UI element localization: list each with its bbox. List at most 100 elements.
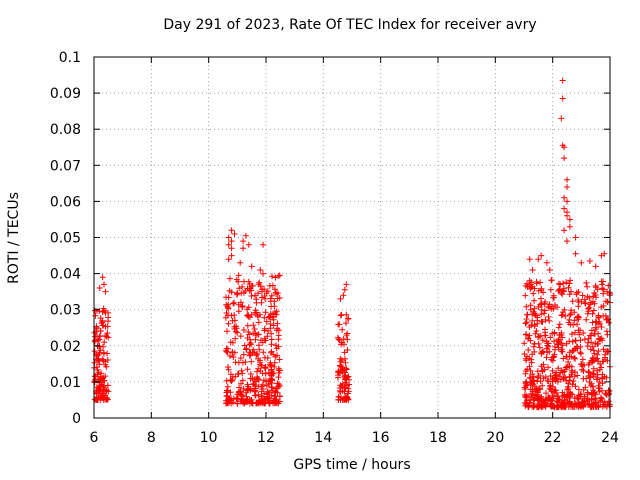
data-point bbox=[336, 370, 343, 377]
data-point bbox=[547, 334, 554, 341]
data-point bbox=[235, 278, 242, 285]
data-point bbox=[237, 388, 244, 395]
data-point bbox=[272, 274, 279, 281]
data-point bbox=[590, 365, 597, 372]
data-point bbox=[524, 311, 531, 318]
data-point bbox=[591, 350, 598, 357]
data-point bbox=[104, 394, 110, 401]
y-tick-label: 0.05 bbox=[50, 231, 81, 247]
data-point bbox=[594, 286, 601, 293]
data-point bbox=[244, 322, 251, 329]
data-point bbox=[228, 227, 235, 234]
data-point bbox=[229, 349, 236, 355]
y-tick-label: 0.06 bbox=[50, 194, 81, 210]
data-point bbox=[580, 368, 587, 374]
data-point bbox=[578, 361, 584, 368]
data-point bbox=[542, 332, 548, 339]
data-point bbox=[559, 311, 566, 318]
data-point bbox=[247, 371, 254, 377]
data-point bbox=[567, 398, 573, 405]
data-point bbox=[559, 393, 566, 399]
data-point bbox=[345, 373, 352, 380]
data-point bbox=[263, 318, 270, 325]
data-point bbox=[564, 399, 571, 406]
data-point bbox=[91, 348, 98, 355]
data-point bbox=[570, 347, 577, 354]
data-point bbox=[592, 263, 599, 270]
data-point bbox=[566, 363, 573, 369]
data-point bbox=[528, 356, 535, 363]
data-point bbox=[342, 359, 349, 366]
y-tick-label: 0.07 bbox=[50, 158, 81, 174]
data-point bbox=[227, 353, 233, 359]
data-point bbox=[98, 370, 105, 377]
data-point bbox=[561, 194, 568, 201]
data-point bbox=[603, 298, 609, 305]
grid bbox=[94, 57, 610, 418]
data-point bbox=[252, 336, 259, 343]
data-point bbox=[228, 252, 235, 259]
data-point bbox=[526, 256, 533, 263]
data-point bbox=[564, 386, 571, 393]
data-point bbox=[99, 308, 106, 315]
data-point bbox=[555, 324, 562, 331]
data-point bbox=[556, 321, 563, 328]
data-point bbox=[535, 396, 542, 403]
data-point bbox=[593, 294, 599, 301]
data-point bbox=[575, 297, 582, 303]
data-point bbox=[590, 355, 597, 362]
y-tick-label: 0.09 bbox=[50, 86, 81, 102]
data-point bbox=[585, 369, 592, 376]
data-point bbox=[275, 336, 282, 343]
data-point bbox=[248, 263, 255, 270]
data-point bbox=[223, 301, 230, 308]
data-point bbox=[242, 288, 249, 294]
data-point bbox=[340, 336, 347, 342]
data-point bbox=[584, 310, 591, 317]
data-point bbox=[228, 312, 235, 319]
data-point bbox=[568, 288, 574, 295]
data-point bbox=[94, 371, 101, 378]
data-point bbox=[538, 311, 545, 318]
data-point bbox=[603, 403, 610, 410]
data-point bbox=[229, 317, 236, 324]
data-point bbox=[536, 402, 543, 409]
data-point bbox=[233, 395, 240, 402]
data-point bbox=[569, 298, 576, 305]
data-point bbox=[599, 375, 605, 382]
data-point bbox=[96, 285, 103, 291]
data-point bbox=[539, 368, 546, 375]
data-point bbox=[238, 392, 245, 399]
chart-title: Day 291 of 2023, Rate Of TEC Index for r… bbox=[163, 17, 537, 33]
data-point bbox=[591, 300, 598, 307]
data-point bbox=[531, 392, 538, 399]
y-tick-label: 0.01 bbox=[50, 375, 81, 391]
data-point bbox=[530, 373, 537, 380]
data-point bbox=[263, 290, 270, 297]
data-point bbox=[584, 398, 591, 405]
data-point bbox=[564, 176, 570, 183]
data-point bbox=[557, 376, 564, 383]
data-point bbox=[248, 358, 255, 365]
data-point bbox=[254, 368, 260, 375]
data-point bbox=[273, 385, 280, 392]
data-point bbox=[586, 304, 593, 311]
data-point bbox=[601, 250, 608, 257]
data-point bbox=[249, 282, 256, 289]
data-point bbox=[559, 342, 566, 349]
data-point bbox=[555, 344, 562, 351]
data-point bbox=[563, 364, 569, 371]
data-point bbox=[529, 283, 536, 290]
data-point bbox=[598, 324, 605, 330]
data-point bbox=[522, 393, 529, 400]
data-point bbox=[536, 385, 542, 392]
data-point bbox=[243, 345, 250, 352]
data-point bbox=[591, 331, 598, 337]
data-point bbox=[604, 288, 611, 295]
data-point bbox=[533, 328, 540, 335]
data-point bbox=[565, 284, 572, 291]
data-point bbox=[541, 310, 548, 317]
data-point bbox=[340, 292, 347, 299]
data-point bbox=[99, 317, 106, 324]
